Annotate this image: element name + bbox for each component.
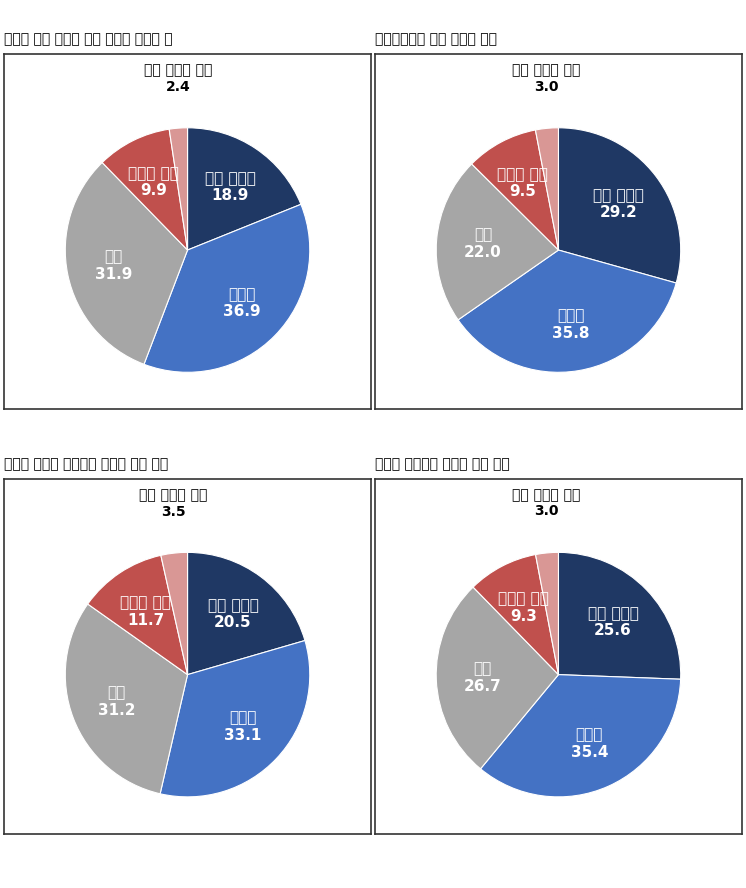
Text: 그렇지 않다
9.3: 그렇지 않다 9.3 xyxy=(498,591,549,623)
Wedge shape xyxy=(559,128,680,283)
Text: 그렇지 않다
9.9: 그렇지 않다 9.9 xyxy=(128,166,179,198)
Wedge shape xyxy=(160,640,310,797)
Text: 보훈의 위상이 우리나라 국격에 맞지 않음: 보훈의 위상이 우리나라 국격에 맞지 않음 xyxy=(4,457,169,471)
Wedge shape xyxy=(473,554,559,675)
Text: 매우 그렇지 않다
3.5: 매우 그렇지 않다 3.5 xyxy=(139,488,207,519)
Text: 매우 그렇다
29.2: 매우 그렇다 29.2 xyxy=(593,188,645,220)
Wedge shape xyxy=(187,552,305,675)
Text: 매우 그렇지 않다
3.0: 매우 그렇지 않다 3.0 xyxy=(512,488,580,519)
Wedge shape xyxy=(536,128,559,250)
Text: 보통
26.7: 보통 26.7 xyxy=(464,662,501,694)
Wedge shape xyxy=(480,675,680,797)
Wedge shape xyxy=(536,552,559,675)
Wedge shape xyxy=(66,604,187,794)
Text: 정부의 다른 역할에 비해 보훈을 소홀히 함: 정부의 다른 역할에 비해 보훈을 소홀히 함 xyxy=(4,32,173,46)
Wedge shape xyxy=(161,552,187,675)
Text: 보통
22.0: 보통 22.0 xyxy=(464,227,502,259)
Text: 보통
31.9: 보통 31.9 xyxy=(95,250,132,281)
Text: 국가유공자에 대한 예우가 부족: 국가유공자에 대한 예우가 부족 xyxy=(375,32,497,46)
Text: 매우 그렇다
25.6: 매우 그렇다 25.6 xyxy=(588,606,639,638)
Text: 그렇지 않다
11.7: 그렇지 않다 11.7 xyxy=(120,595,171,628)
Wedge shape xyxy=(436,587,559,769)
Text: 매우 그렇다
20.5: 매우 그렇다 20.5 xyxy=(207,598,258,630)
Wedge shape xyxy=(169,128,187,250)
Text: 그렇지 않다
9.5: 그렇지 않다 9.5 xyxy=(498,167,548,199)
Wedge shape xyxy=(436,164,559,320)
Wedge shape xyxy=(66,163,187,364)
Wedge shape xyxy=(458,250,676,372)
Wedge shape xyxy=(88,555,187,675)
Wedge shape xyxy=(471,130,559,250)
Wedge shape xyxy=(144,204,310,372)
Text: 그렇다
36.9: 그렇다 36.9 xyxy=(223,287,260,320)
Text: 그렇다
35.8: 그렇다 35.8 xyxy=(552,308,590,341)
Wedge shape xyxy=(187,128,301,250)
Text: 보통
31.2: 보통 31.2 xyxy=(98,686,136,718)
Text: 보훈처 정부조직 위상의 격상 필요: 보훈처 정부조직 위상의 격상 필요 xyxy=(375,457,510,471)
Wedge shape xyxy=(102,129,187,250)
Text: 매우 그렇지 않다
3.0: 매우 그렇지 않다 3.0 xyxy=(512,64,580,94)
Text: 그렇다
35.4: 그렇다 35.4 xyxy=(571,727,608,760)
Wedge shape xyxy=(559,552,680,679)
Text: 매우 그렇다
18.9: 매우 그렇다 18.9 xyxy=(204,171,255,203)
Text: 그렇다
33.1: 그렇다 33.1 xyxy=(224,710,261,743)
Text: 매우 그렇지 않다
2.4: 매우 그렇지 않다 2.4 xyxy=(143,63,212,93)
